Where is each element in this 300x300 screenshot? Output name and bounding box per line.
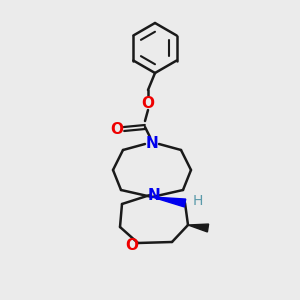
Text: O: O (125, 238, 139, 253)
Text: O: O (142, 95, 154, 110)
Polygon shape (188, 224, 208, 232)
Text: O: O (110, 122, 124, 136)
Polygon shape (152, 197, 186, 207)
Text: N: N (146, 136, 158, 152)
Text: H: H (193, 194, 203, 208)
Text: N: N (148, 188, 160, 202)
